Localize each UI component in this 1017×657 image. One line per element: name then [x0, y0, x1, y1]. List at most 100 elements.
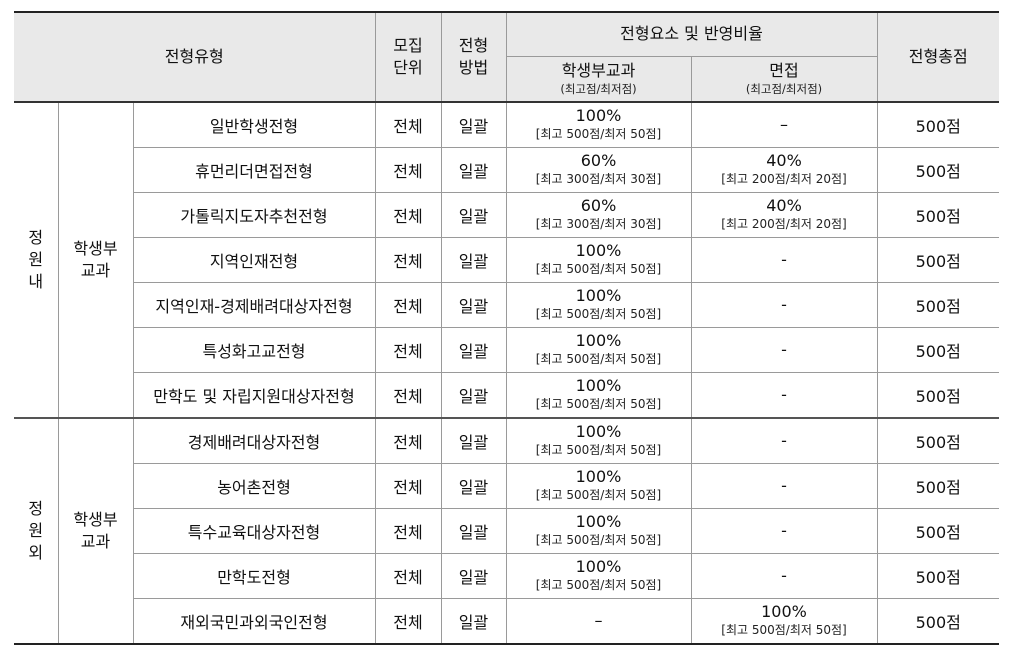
interview-cell: – — [690, 101, 878, 148]
school-record-cell: 100% [최고 500점/최저 50점] — [505, 463, 692, 509]
interview-percent: - — [781, 566, 787, 585]
recruit-unit-cell: 전체 — [374, 463, 442, 509]
school-record-range: [최고 500점/최저 50점] — [535, 307, 662, 321]
school-record-percent: 100% — [575, 376, 622, 395]
header-school-record-label: 학생부교과 — [561, 61, 636, 81]
total-score-cell: 500점 — [876, 147, 999, 193]
recruit-unit-cell: 전체 — [374, 417, 442, 464]
school-record-percent: 100% — [575, 422, 622, 441]
admission-type-name: 휴먼리더면접전형 — [133, 147, 376, 193]
school-record-percent: 100% — [575, 286, 622, 305]
header-recruit-unit-line2: 단위 — [393, 58, 423, 77]
admission-type-name: 경제배려대상자전형 — [132, 417, 376, 464]
school-record-cell: 100% [최고 500점/최저 50점] — [505, 417, 692, 464]
header-method-line2: 방법 — [458, 58, 489, 77]
recruit-unit-cell: 전체 — [374, 372, 442, 419]
school-record-range: [최고 500점/최저 50점] — [535, 443, 662, 457]
header-admission-type: 전형유형 — [14, 11, 376, 103]
subgroup-label-line1: 학생부 — [73, 510, 118, 529]
admission-type-name: 지역인재-경제배려대상자전형 — [133, 282, 376, 328]
recruit-unit-cell: 전체 — [374, 327, 442, 373]
admission-type-name: 재외국민과외국인전형 — [133, 598, 376, 645]
method-cell: 일괄 — [440, 237, 507, 283]
method-cell: 일괄 — [440, 282, 507, 328]
admission-type-name: 지역인재전형 — [133, 237, 376, 283]
method-cell: 일괄 — [440, 192, 507, 238]
interview-percent: - — [781, 250, 787, 269]
total-score-cell: 500점 — [876, 598, 999, 645]
school-record-percent: 60% — [580, 151, 617, 170]
interview-percent: 40% — [766, 151, 802, 170]
admission-score-table: 전형유형 모집 단위 전형 방법 전형요소 및 반영비율 전형총점 학생부교과 … — [14, 11, 999, 645]
interview-cell: - — [690, 327, 878, 373]
admission-type-name: 일반학생전형 — [132, 101, 376, 148]
school-record-range: [최고 300점/최저 30점] — [535, 172, 662, 186]
group-label-out-quota: 정 원 외 — [14, 417, 59, 645]
recruit-unit-cell: 전체 — [374, 237, 442, 283]
school-record-range: [최고 500점/최저 50점] — [535, 352, 662, 366]
header-recruit-unit-line1: 모집 — [393, 36, 423, 55]
table-row: 농어촌전형 전체 일괄 100% [최고 500점/최저 50점] - 500점 — [14, 463, 999, 509]
method-cell: 일괄 — [440, 417, 507, 464]
method-cell: 일괄 — [440, 463, 507, 509]
interview-cell: 40% [최고 200점/최저 20점] — [690, 147, 878, 193]
school-record-percent: – — [594, 611, 603, 630]
recruit-unit-cell: 전체 — [374, 282, 442, 328]
recruit-unit-cell: 전체 — [374, 101, 442, 148]
admission-type-name: 농어촌전형 — [133, 463, 376, 509]
interview-cell: - — [690, 282, 878, 328]
interview-range: [최고 200점/최저 20점] — [721, 217, 847, 231]
group-label-char: 외 — [28, 543, 44, 562]
recruit-unit-cell: 전체 — [374, 553, 442, 599]
school-record-range: [최고 500점/최저 50점] — [535, 578, 662, 592]
school-record-range: [최고 300점/최저 30점] — [535, 217, 662, 231]
interview-percent: - — [781, 295, 787, 314]
table-row: 가톨릭지도자추천전형 전체 일괄 60% [최고 300점/최저 30점] 40%… — [14, 192, 999, 238]
group-label-char: 정 — [28, 499, 44, 518]
header-school-record-sub: (최고점/최저점) — [560, 82, 637, 97]
total-score-cell: 500점 — [876, 372, 999, 419]
table-row: 특성화고교전형 전체 일괄 100% [최고 500점/최저 50점] - 500… — [14, 327, 999, 373]
subgroup-label-line2: 교과 — [80, 261, 111, 280]
method-cell: 일괄 — [440, 553, 507, 599]
total-score-cell: 500점 — [876, 327, 999, 373]
school-record-percent: 100% — [575, 106, 622, 125]
total-score-cell: 500점 — [876, 192, 999, 238]
interview-range: [최고 200점/최저 20점] — [721, 172, 847, 186]
interview-percent: 40% — [766, 196, 802, 215]
header-interview-sub: (최고점/최저점) — [745, 82, 823, 97]
method-cell: 일괄 — [440, 101, 507, 148]
school-record-range: [최고 500점/최저 50점] — [535, 397, 662, 411]
method-cell: 일괄 — [440, 327, 507, 373]
header-interview: 면접 (최고점/최저점) — [690, 55, 877, 103]
interview-percent: - — [781, 431, 787, 450]
method-cell: 일괄 — [440, 508, 507, 554]
table-row: 특수교육대상자전형 전체 일괄 100% [최고 500점/최저 50점] - 5… — [14, 508, 999, 554]
school-record-percent: 100% — [575, 512, 622, 531]
interview-percent: - — [781, 340, 787, 359]
total-score-cell: 500점 — [876, 282, 999, 328]
admission-type-name: 특성화고교전형 — [133, 327, 376, 373]
school-record-percent: 100% — [575, 467, 622, 486]
interview-percent: 100% — [761, 602, 807, 621]
recruit-unit-cell: 전체 — [374, 508, 442, 554]
school-record-range: [최고 500점/최저 50점] — [535, 127, 662, 141]
school-record-cell: 100% [최고 500점/최저 50점] — [505, 282, 692, 328]
header-school-record: 학생부교과 (최고점/최저점) — [506, 55, 692, 103]
school-record-cell: 100% [최고 500점/최저 50점] — [505, 553, 692, 599]
school-record-range: [최고 500점/최저 50점] — [535, 262, 662, 276]
school-record-percent: 100% — [575, 331, 622, 350]
subgroup-label-out-quota: 학생부 교과 — [57, 417, 134, 645]
school-record-cell: 100% [최고 500점/최저 50점] — [505, 327, 692, 373]
table-row: 지역인재전형 전체 일괄 100% [최고 500점/최저 50점] - 500점 — [14, 237, 999, 283]
recruit-unit-cell: 전체 — [374, 192, 442, 238]
interview-cell: 40% [최고 200점/최저 20점] — [690, 192, 878, 238]
school-record-range: [최고 500점/최저 50점] — [535, 533, 662, 547]
table-row: 재외국민과외국인전형 전체 일괄 – 100% [최고 500점/최저 50점] … — [14, 598, 999, 645]
interview-percent: - — [781, 385, 787, 404]
group-label-char: 정 — [28, 228, 44, 247]
school-record-cell: – — [505, 598, 692, 645]
interview-cell: 100% [최고 500점/최저 50점] — [690, 598, 878, 645]
total-score-cell: 500점 — [876, 101, 999, 148]
interview-cell: - — [690, 508, 878, 554]
